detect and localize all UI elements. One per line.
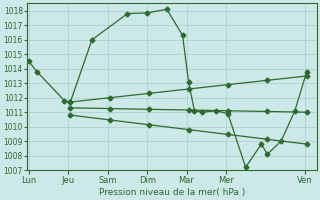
X-axis label: Pression niveau de la mer( hPa ): Pression niveau de la mer( hPa ) — [99, 188, 245, 197]
